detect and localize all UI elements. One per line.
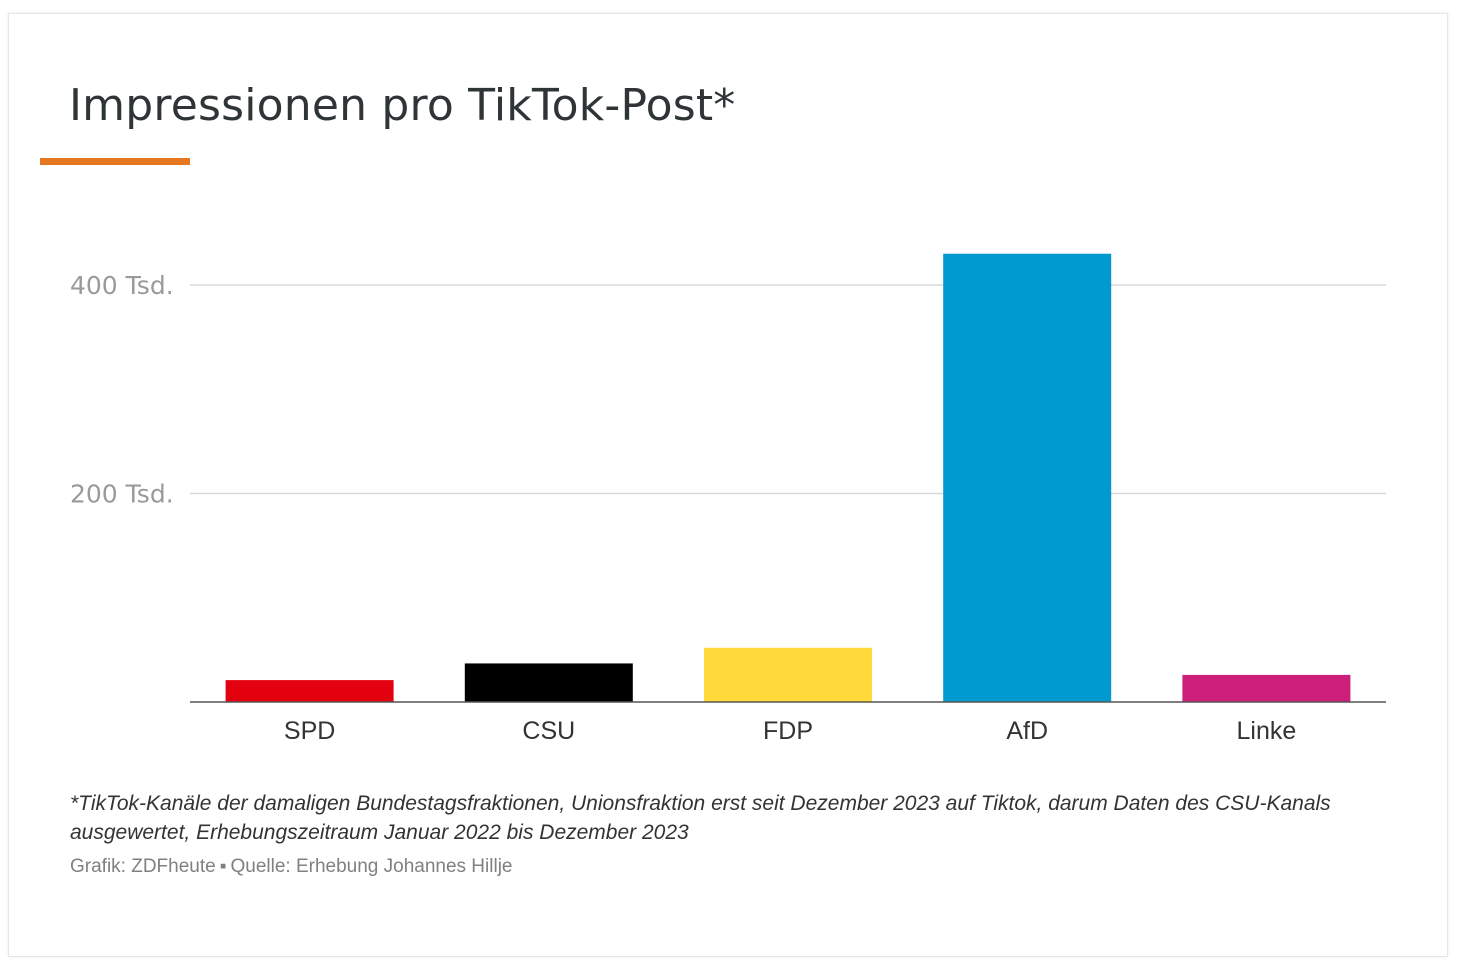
bar-fdp	[704, 647, 872, 702]
y-tick-label: 400 Tsd.	[70, 271, 174, 300]
x-tick-label: SPD	[284, 717, 335, 745]
footnote: *TikTok-Kanäle der damaligen Bundestagsf…	[70, 792, 1331, 844]
quelle-credit: Quelle: Erhebung Johannes Hillje	[230, 856, 513, 877]
bar-afd	[943, 253, 1112, 702]
bar-spd	[225, 680, 394, 702]
source-line: Grafik: ZDFheute ▪ Quelle: Erhebung Johann…	[70, 856, 512, 878]
title-accent-bar	[40, 158, 190, 165]
source-separator: ▪	[219, 856, 227, 877]
chart-title: Impressionen pro TikTok-Post*	[69, 80, 736, 131]
chart-card	[8, 13, 1448, 957]
x-tick-label: AfD	[1006, 717, 1048, 745]
x-tick-label: FDP	[763, 717, 813, 745]
y-tick-label: 200 Tsd.	[70, 480, 174, 509]
x-tick-label: Linke	[1237, 717, 1297, 745]
bar-csu	[464, 663, 633, 702]
x-tick-label: CSU	[522, 717, 575, 745]
grafik-credit: Grafik: ZDFheute	[70, 856, 216, 877]
bar-linke	[1182, 674, 1351, 702]
